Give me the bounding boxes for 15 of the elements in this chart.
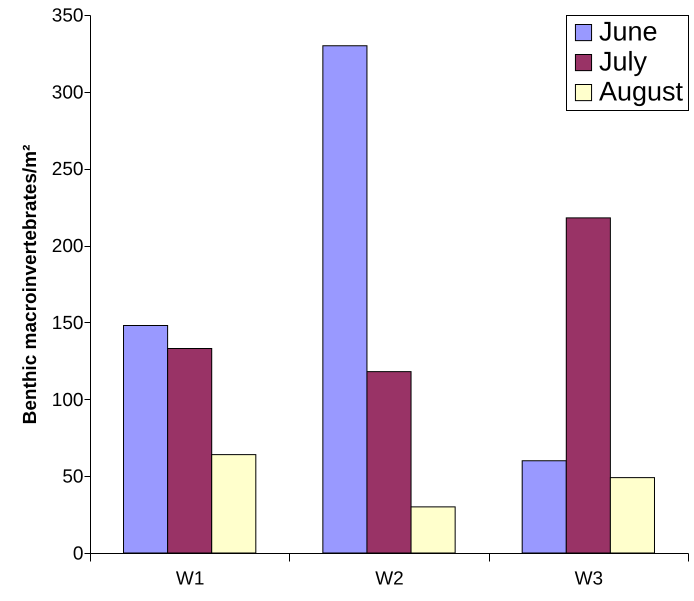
- legend-label: June: [599, 16, 658, 46]
- y-tick-label: 0: [72, 544, 84, 564]
- y-tick-label: 200: [52, 236, 84, 258]
- y-tick-label: 150: [52, 312, 84, 334]
- y-axis-title: Benthic macroinvertebrates/m²: [20, 144, 41, 424]
- y-tick-label: 250: [52, 159, 84, 180]
- y-tick-label: 50: [62, 466, 84, 488]
- y-tick-label: 100: [52, 390, 84, 411]
- x-tick-label: W2: [375, 568, 404, 590]
- y-tick-label: 350: [52, 6, 84, 26]
- y-tick-label: 300: [52, 82, 84, 104]
- x-tick-label: W1: [176, 568, 204, 590]
- x-tick-label: W3: [574, 568, 604, 590]
- legend-label: August: [599, 76, 684, 106]
- legend-label: July: [599, 46, 648, 76]
